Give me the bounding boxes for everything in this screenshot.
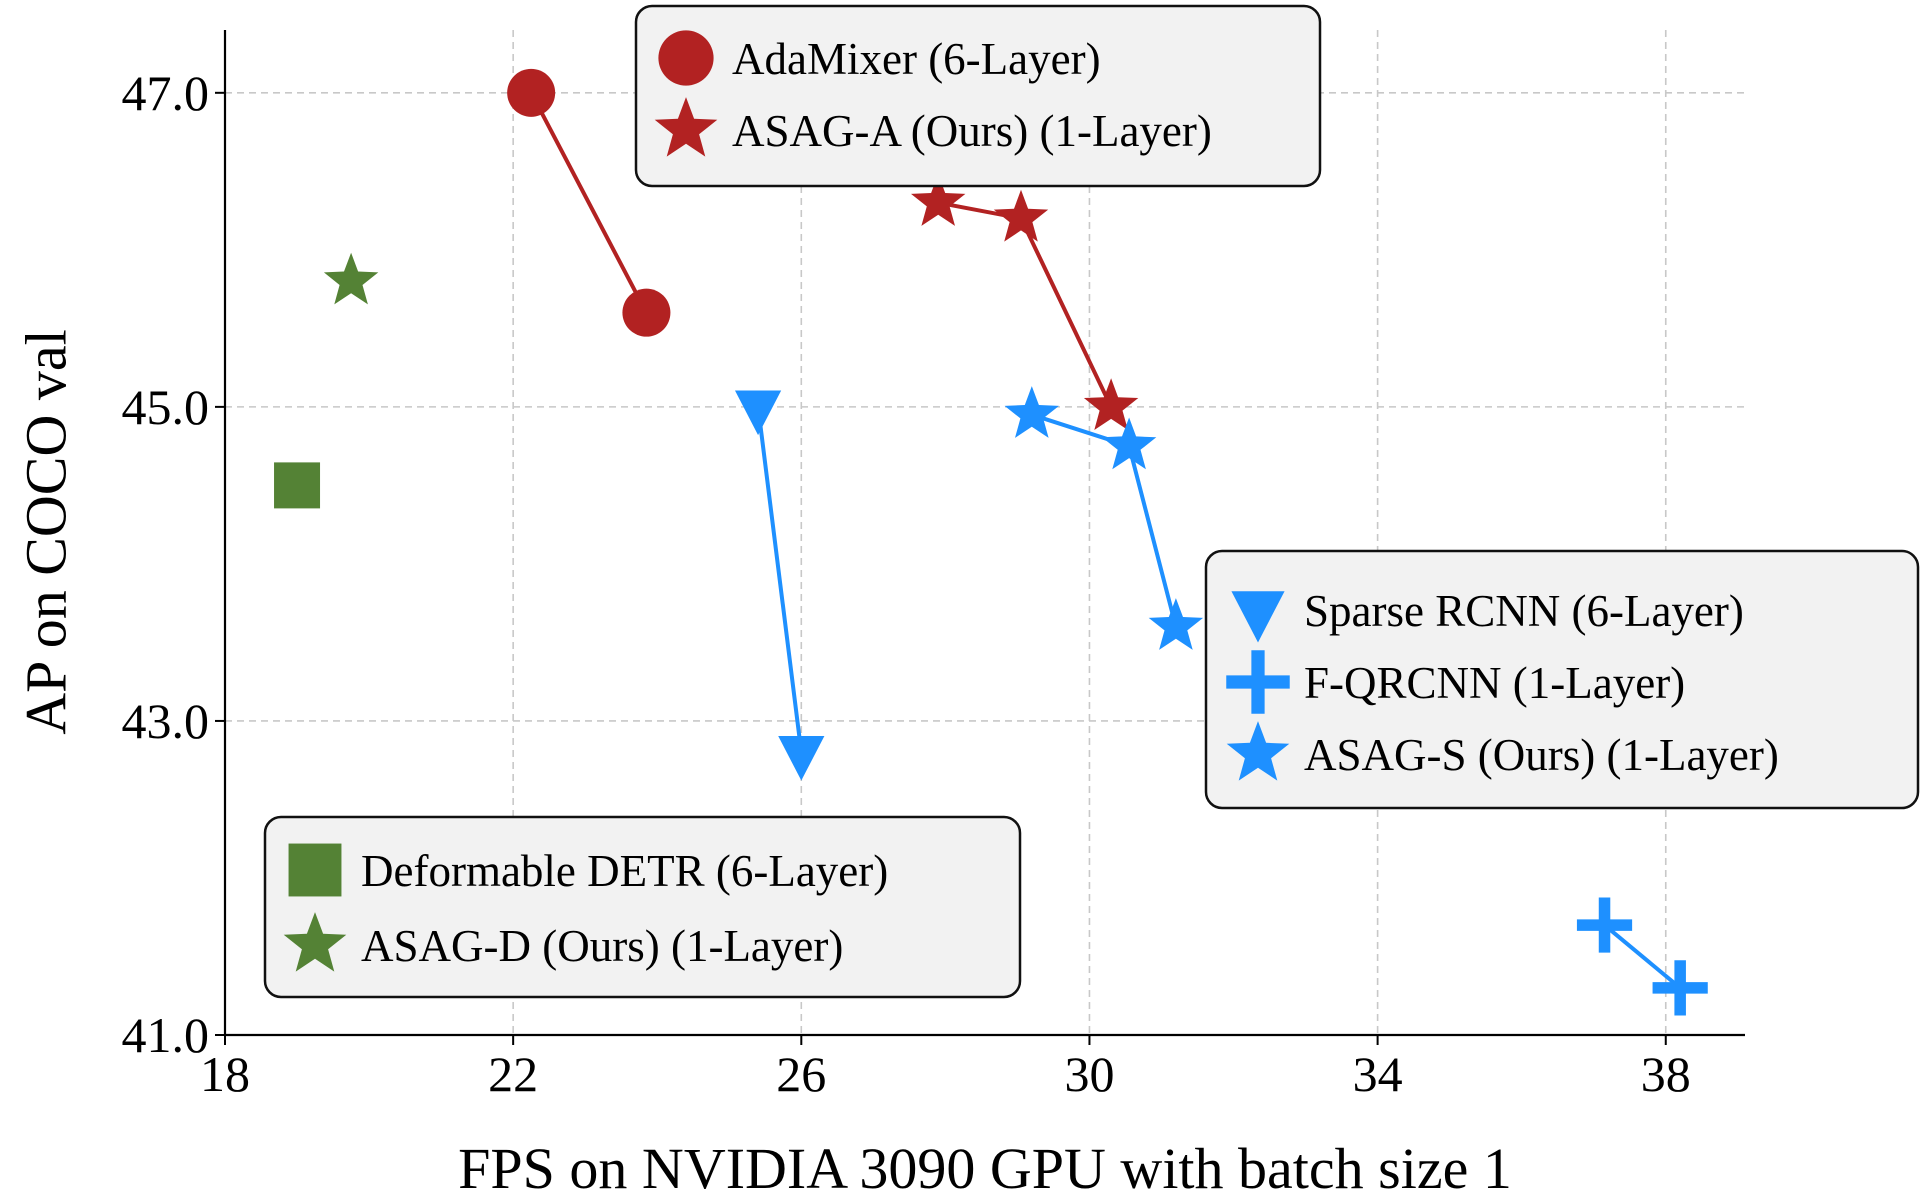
y-tick-label: 45.0	[122, 379, 210, 435]
legend-marker	[288, 843, 342, 897]
legend-lower-left: Deformable DETR (6-Layer) ASAG-D (Ours) (…	[263, 815, 1022, 999]
series-6	[323, 252, 379, 305]
legend-top-center: AdaMixer (6-Layer) ASAG-A (Ours) (1-Layer…	[634, 4, 1322, 188]
y-axis-label: AP on COCO val	[13, 329, 78, 735]
legend-marker	[1231, 591, 1285, 643]
data-point	[507, 68, 556, 117]
x-tick-label: 18	[200, 1046, 250, 1102]
data-point	[274, 462, 321, 509]
series-line	[756, 406, 804, 753]
data-point	[1083, 378, 1139, 430]
legend-marker	[1226, 650, 1290, 714]
legend-frame	[263, 815, 1022, 999]
y-tick-label: 43.0	[122, 693, 210, 749]
data-point	[323, 252, 379, 305]
data-point	[1652, 960, 1708, 1016]
y-tick-label: 41.0	[122, 1007, 210, 1063]
legend-frame	[634, 4, 1322, 188]
legend-entry-label: Sparse RCNN (6-Layer)	[1304, 586, 1744, 636]
series-5	[274, 462, 321, 509]
legend-center-right: Sparse RCNN (6-Layer) F-QRCNN (1-Layer) AS…	[1204, 549, 1920, 810]
series-0	[507, 68, 671, 337]
legend-entry-label: AdaMixer (6-Layer)	[732, 34, 1101, 84]
legend-entry-label: Deformable DETR (6-Layer)	[361, 846, 888, 896]
legend-entry-label: ASAG-A (Ours) (1-Layer)	[732, 106, 1212, 156]
series-4	[1004, 386, 1204, 650]
data-point	[1004, 386, 1059, 438]
x-tick-label: 26	[776, 1046, 826, 1102]
x-tick-label: 30	[1064, 1046, 1114, 1102]
x-tick-label: 22	[488, 1046, 538, 1102]
x-tick-label: 34	[1353, 1046, 1403, 1102]
series-3	[1576, 897, 1708, 1016]
x-axis-label: FPS on NVIDIA 3090 GPU with batch size 1	[458, 1136, 1512, 1201]
legend-marker	[283, 912, 347, 972]
data-point	[1576, 897, 1633, 953]
series-layer	[274, 68, 1708, 1016]
data-point	[911, 174, 966, 226]
data-point	[622, 288, 671, 337]
series-line	[1603, 923, 1682, 990]
x-tick-label: 38	[1641, 1046, 1691, 1102]
series-line	[1031, 412, 1178, 628]
legend-marker	[654, 97, 718, 157]
series-line	[937, 200, 1113, 408]
legend-frame	[1204, 549, 1920, 810]
legend-entry-label: F-QRCNN (1-Layer)	[1304, 658, 1685, 708]
legend-marker	[658, 30, 714, 86]
legend-marker	[1226, 721, 1290, 781]
y-tick-label: 47.0	[122, 65, 210, 121]
data-point	[1148, 598, 1204, 650]
legends: AdaMixer (6-Layer) ASAG-A (Ours) (1-Layer…	[263, 4, 1920, 999]
legend-entry-label: ASAG-D (Ours) (1-Layer)	[361, 921, 843, 971]
data-point	[993, 189, 1049, 242]
series-2	[734, 390, 825, 781]
legend-entry-label: ASAG-S (Ours) (1-Layer)	[1304, 730, 1779, 780]
data-point	[734, 390, 782, 436]
series-1	[911, 174, 1139, 430]
axes	[223, 30, 1745, 1037]
data-point	[1101, 417, 1157, 470]
data-point	[778, 736, 825, 781]
ticks: 18 22 26 30 34 38 41.0 43.0 45.0 47.0	[122, 65, 1691, 1102]
series-line	[529, 91, 649, 314]
